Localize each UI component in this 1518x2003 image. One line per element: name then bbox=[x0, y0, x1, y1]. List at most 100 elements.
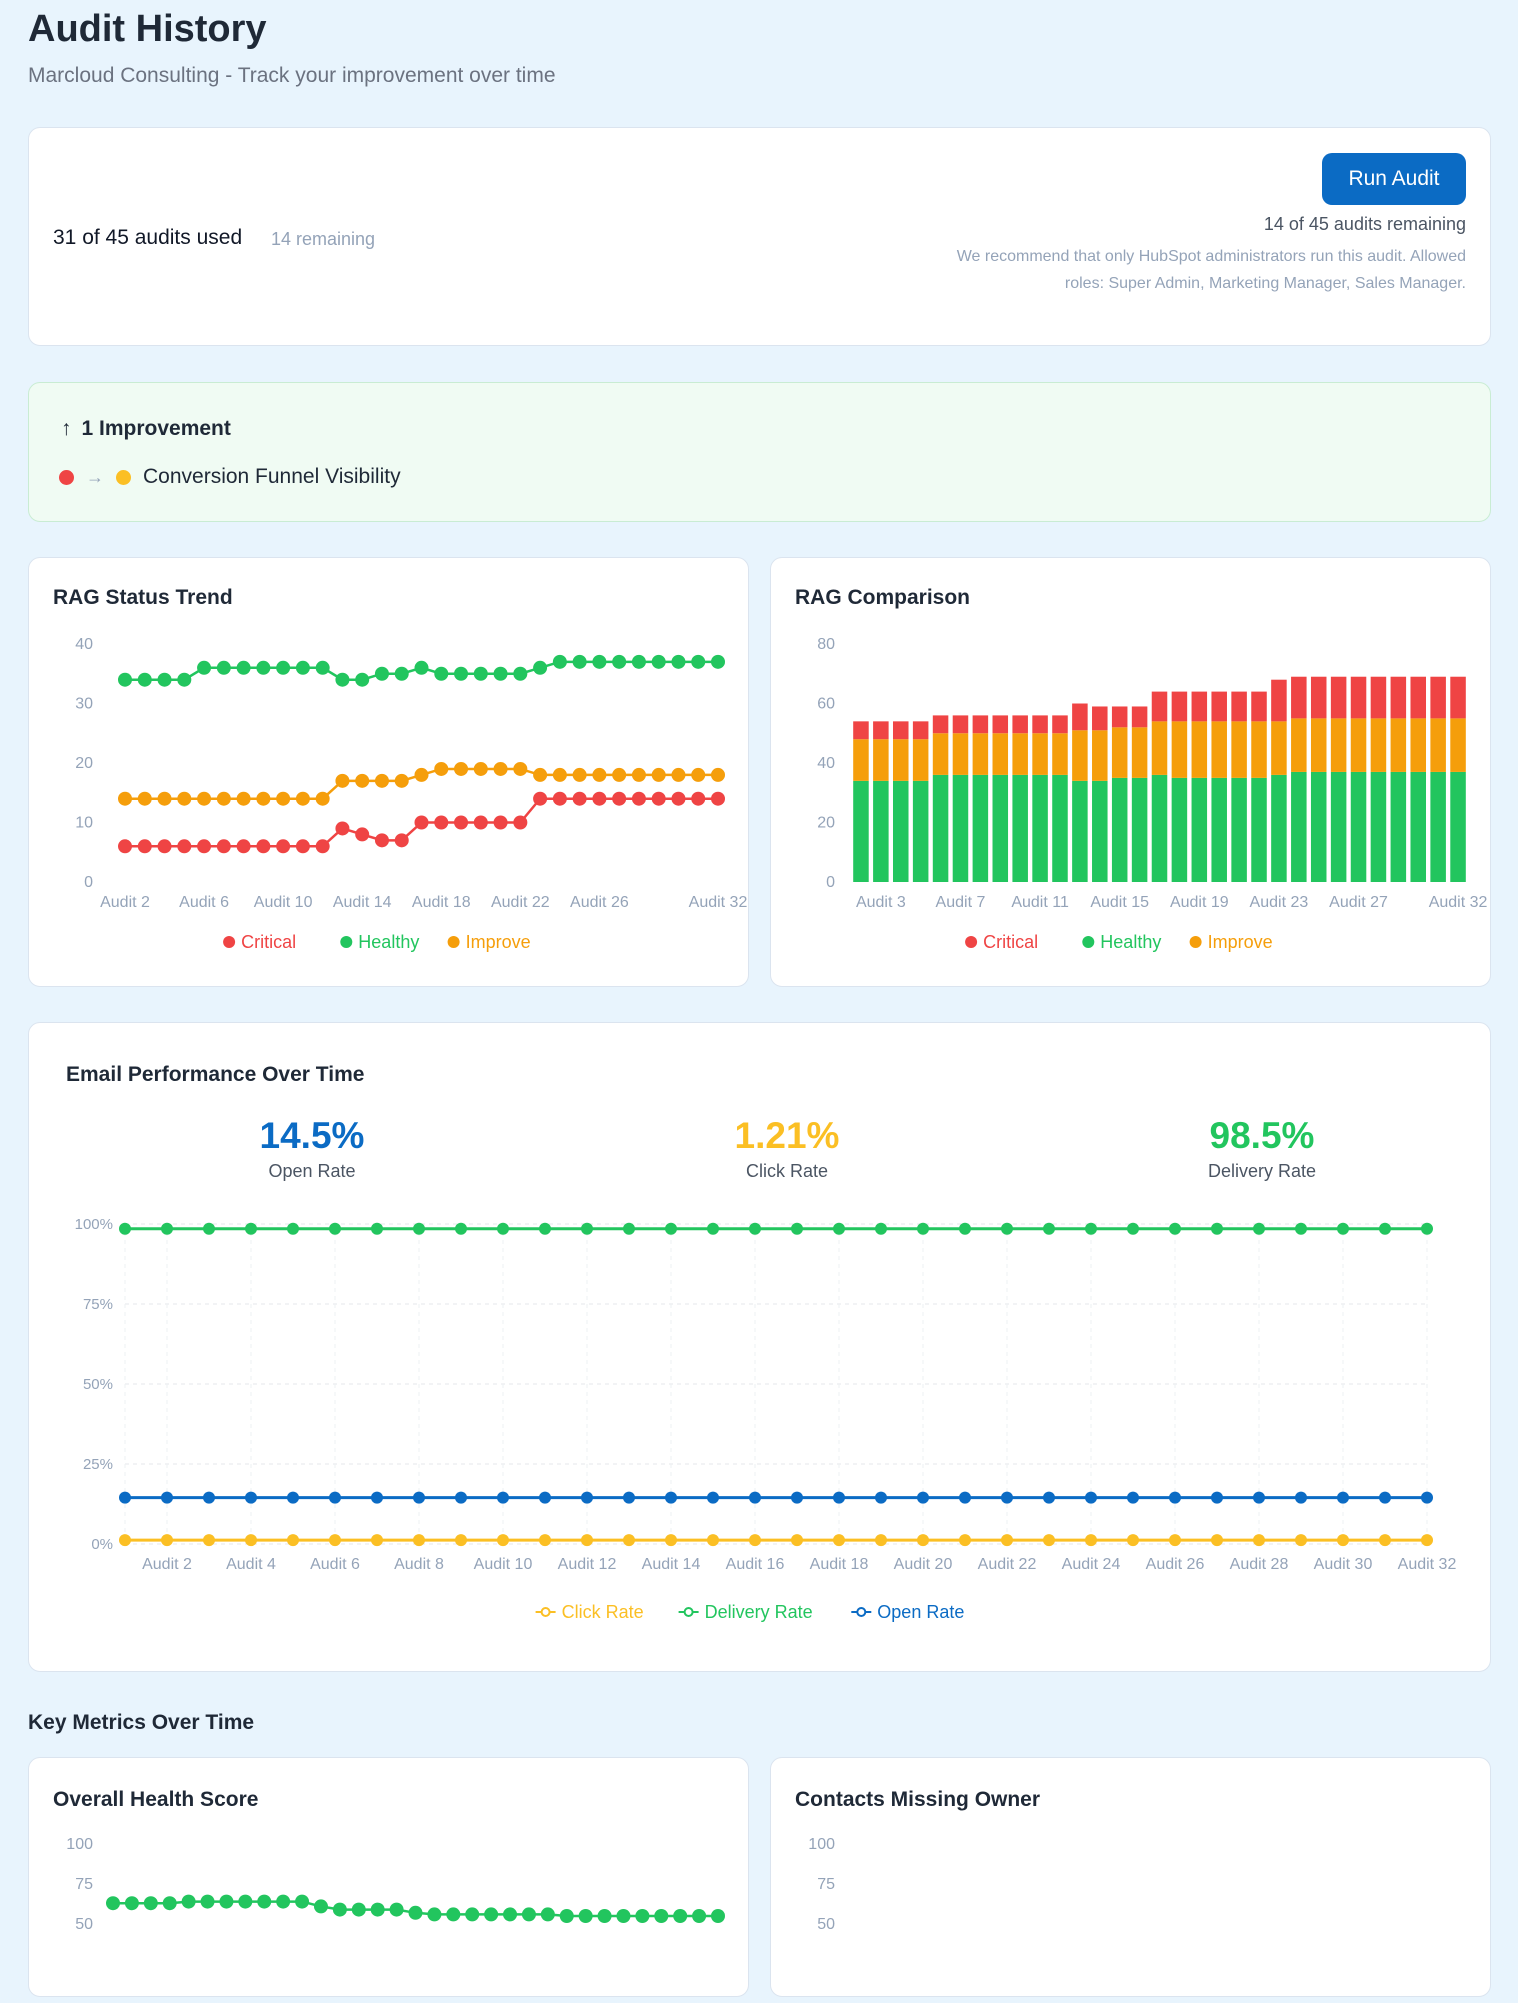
data-point bbox=[540, 1907, 555, 1922]
data-point bbox=[1169, 1491, 1181, 1504]
data-point bbox=[635, 1909, 650, 1923]
bar-segment-critical bbox=[932, 715, 949, 734]
bar-segment-improve bbox=[1291, 718, 1307, 772]
legend-dot-icon bbox=[1189, 936, 1202, 948]
data-point bbox=[335, 672, 350, 687]
x-tick-label: Audit 26 bbox=[570, 894, 629, 911]
data-point bbox=[137, 839, 152, 854]
data-point bbox=[295, 1894, 310, 1909]
arrow-up-icon: ↑ bbox=[61, 417, 72, 440]
data-point bbox=[238, 1894, 253, 1909]
data-point bbox=[539, 1534, 551, 1547]
data-point bbox=[671, 767, 686, 782]
data-point bbox=[177, 672, 192, 687]
y-tick-label: 100% bbox=[75, 1216, 113, 1233]
data-point bbox=[157, 839, 172, 854]
y-tick-label: 80 bbox=[817, 636, 835, 653]
data-point bbox=[355, 672, 370, 687]
data-point bbox=[335, 821, 350, 836]
data-point bbox=[276, 839, 291, 854]
data-point bbox=[521, 1907, 536, 1922]
data-point bbox=[256, 791, 271, 806]
bar-segment-healthy bbox=[892, 780, 909, 882]
overall-health-score-chart: 50 75 100 bbox=[66, 1836, 725, 1933]
bar-segment-healthy bbox=[1390, 771, 1407, 882]
data-point bbox=[673, 1909, 688, 1923]
bar-segment-critical bbox=[1410, 676, 1427, 719]
data-point bbox=[414, 767, 429, 782]
y-tick-label: 100 bbox=[808, 1836, 835, 1853]
data-point bbox=[394, 833, 409, 848]
bar-segment-improve bbox=[1211, 721, 1227, 778]
data-point bbox=[623, 1491, 635, 1504]
data-point bbox=[581, 1491, 593, 1504]
data-point bbox=[143, 1896, 158, 1911]
email-performance-chart: 0% 25% 50% 75% 100% Audit 2 Audit 4 Audit 6 Audi… bbox=[75, 1216, 1457, 1622]
data-point bbox=[329, 1491, 341, 1504]
x-tick-label: Audit 22 bbox=[491, 894, 550, 911]
data-point bbox=[161, 1491, 173, 1504]
data-point bbox=[394, 666, 409, 681]
bar-segment-critical bbox=[853, 721, 869, 740]
bar-segment-improve bbox=[932, 733, 949, 775]
data-point bbox=[287, 1534, 299, 1547]
run-audit-button[interactable]: Run Audit bbox=[1322, 153, 1466, 205]
bar-segment-improve bbox=[873, 739, 889, 781]
rag-comparison-card: RAG Comparison 0 20 40 60 80 Audit 3 Audit 7 Au… bbox=[770, 557, 1491, 987]
data-point bbox=[833, 1222, 845, 1235]
data-point bbox=[959, 1222, 971, 1235]
rag-comparison-title: RAG Comparison bbox=[795, 586, 971, 609]
data-point bbox=[287, 1222, 299, 1235]
bar-segment-improve bbox=[1171, 721, 1188, 778]
data-point bbox=[493, 761, 508, 776]
rag-comparison-chart: 0 20 40 60 80 Audit 3 Audit 7 Audit 11 Audit 15 A… bbox=[817, 636, 1487, 952]
x-tick-label: Audit 6 bbox=[310, 1556, 360, 1573]
data-point bbox=[313, 1899, 328, 1914]
data-point bbox=[236, 791, 251, 806]
data-point bbox=[1379, 1222, 1391, 1235]
data-point bbox=[200, 1894, 215, 1909]
y-tick-label: 50 bbox=[817, 1916, 835, 1933]
data-point bbox=[295, 660, 310, 675]
data-point bbox=[203, 1222, 215, 1235]
bar-segment-improve bbox=[1330, 718, 1347, 772]
bar-segment-improve bbox=[1390, 718, 1407, 772]
data-point bbox=[197, 839, 212, 854]
key-metrics-section-title: Key Metrics Over Time bbox=[28, 1711, 255, 1734]
legend-marker-icon bbox=[540, 1607, 551, 1617]
data-point bbox=[473, 761, 488, 776]
x-tick-label: Audit 2 bbox=[100, 894, 150, 911]
improvement-item: → Conversion Funnel Visibility bbox=[59, 465, 401, 489]
delivery-rate-stat: 98.5% Delivery Rate bbox=[1112, 1115, 1412, 1182]
bar-segment-critical bbox=[1450, 676, 1466, 719]
data-point bbox=[671, 654, 686, 669]
click-rate-stat: 1.21% Click Rate bbox=[637, 1115, 937, 1182]
bar-segment-healthy bbox=[1350, 771, 1367, 882]
data-point bbox=[513, 815, 528, 830]
bar-segment-improve bbox=[1111, 727, 1128, 778]
data-point bbox=[276, 1894, 291, 1909]
data-point bbox=[374, 773, 389, 788]
data-point bbox=[691, 654, 706, 669]
data-point bbox=[216, 839, 231, 854]
bar-segment-critical bbox=[1171, 691, 1188, 722]
data-point bbox=[427, 1907, 442, 1922]
bar-segment-healthy bbox=[1410, 771, 1427, 882]
bar-segment-critical bbox=[1291, 676, 1307, 719]
data-point bbox=[473, 815, 488, 830]
x-tick-label: Audit 24 bbox=[1062, 1556, 1121, 1573]
data-point bbox=[1337, 1534, 1349, 1547]
data-point bbox=[651, 791, 666, 806]
data-point bbox=[503, 1907, 518, 1922]
y-tick-label: 0% bbox=[91, 1536, 113, 1553]
bar-segment-improve bbox=[1350, 718, 1367, 772]
bar-segment-critical bbox=[1430, 676, 1446, 719]
bar-segment-healthy bbox=[1430, 771, 1446, 882]
data-point bbox=[295, 791, 310, 806]
data-point bbox=[1127, 1491, 1139, 1504]
data-point bbox=[276, 791, 291, 806]
open-rate-value: 14.5% bbox=[259, 1115, 365, 1156]
data-point bbox=[329, 1222, 341, 1235]
data-point bbox=[533, 791, 548, 806]
data-point bbox=[791, 1534, 803, 1547]
